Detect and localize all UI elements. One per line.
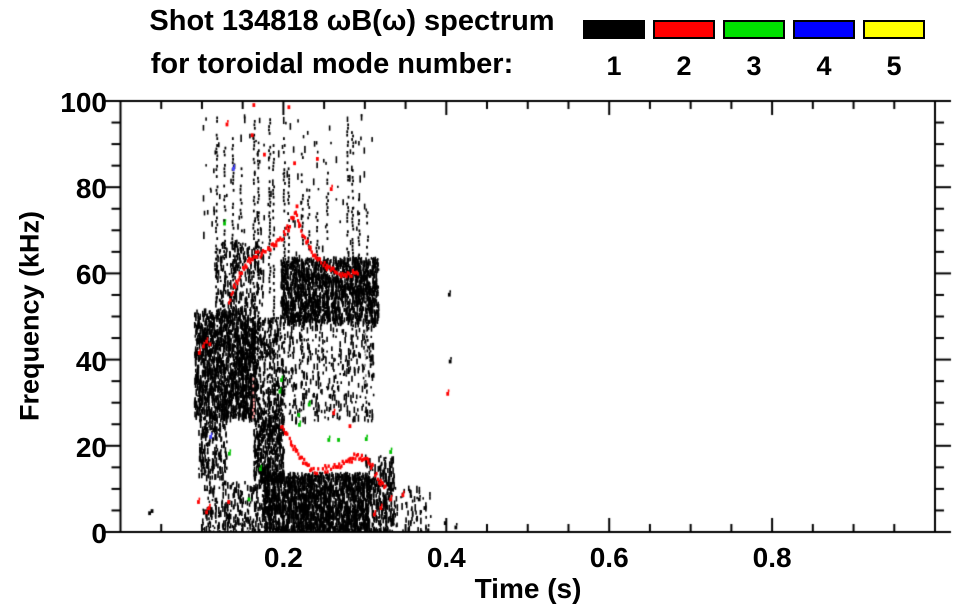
legend-swatch-mode-2 bbox=[653, 20, 715, 39]
legend-label-mode-3: 3 bbox=[746, 51, 762, 81]
legend-label-mode-2: 2 bbox=[676, 51, 692, 81]
figure-title-line1: Shot 134818 ωB(ω) spectrum bbox=[149, 5, 555, 37]
figure-title-line2: for toroidal mode number: bbox=[150, 48, 514, 80]
y-tick-label-0: 0 bbox=[91, 518, 107, 549]
y-tick-labels: 0 20 40 60 80 100 bbox=[24, 0, 107, 615]
legend-swatch-mode-4 bbox=[793, 20, 855, 39]
legend-swatch-mode-1 bbox=[583, 20, 645, 39]
legend-swatch-mode-3 bbox=[723, 20, 785, 39]
legend-swatch-mode-5 bbox=[863, 20, 925, 39]
y-tick-label-60: 60 bbox=[75, 259, 107, 291]
y-tick-label-20: 20 bbox=[75, 431, 107, 463]
y-tick-label-80: 80 bbox=[75, 173, 107, 205]
legend-label-mode-5: 5 bbox=[886, 51, 902, 81]
legend-label-mode-1: 1 bbox=[606, 51, 622, 81]
legend-label-mode-4: 4 bbox=[816, 51, 832, 81]
y-tick-label-40: 40 bbox=[75, 345, 107, 377]
x-axis-label: Time (s) bbox=[474, 573, 582, 604]
y-tick-label-100: 100 bbox=[60, 87, 107, 118]
mode-number-legend: 1 2 3 4 5 bbox=[0, 0, 963, 90]
